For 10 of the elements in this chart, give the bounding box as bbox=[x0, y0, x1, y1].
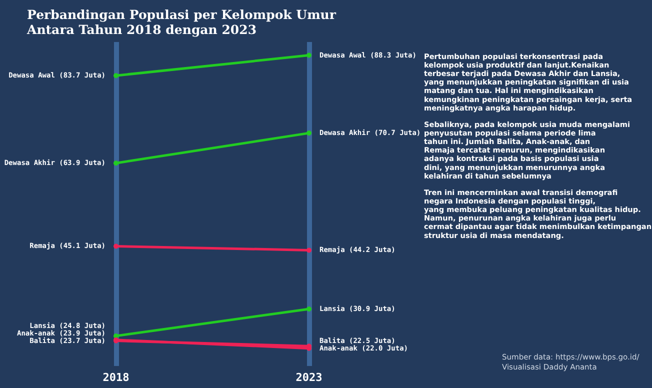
point bbox=[114, 73, 118, 78]
x-tick-label: 2018 bbox=[102, 371, 130, 384]
x-tick-label: 2023 bbox=[296, 371, 322, 384]
chart-title: Perbandingan Populasi per Kelompok Umur Antara Tahun 2018 dengan 2023 bbox=[26, 7, 336, 37]
point bbox=[306, 130, 312, 136]
point bbox=[114, 244, 118, 249]
point bbox=[306, 306, 312, 312]
point bbox=[306, 52, 312, 58]
point bbox=[114, 160, 118, 166]
point bbox=[306, 248, 312, 253]
